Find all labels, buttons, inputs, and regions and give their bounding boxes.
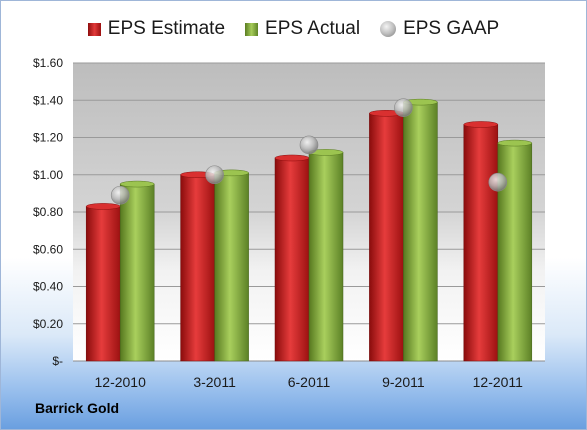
legend-item-actual: EPS Actual [245,18,360,40]
bar-eps-actual [308,152,344,362]
bar-top-eps-actual [497,139,533,147]
y-tick-label: $1.60 [33,56,63,70]
legend-label-estimate: EPS Estimate [107,18,226,39]
y-axis-ticks: $- $0.20 $0.40 $0.60 $0.80 $1.00 $1.20 $1.40 $1.… [33,56,63,368]
legend: EPS Estimate EPS Actual EPS GAAP [1,15,586,43]
bar-eps-actual [403,101,438,362]
bar-eps-estimate [180,174,215,362]
legend-swatch-estimate [87,22,101,36]
bar-eps-actual [119,183,155,362]
y-tick-label: $0.40 [33,280,63,294]
y-tick-label: $0.20 [33,317,63,331]
marker-eps-gaap [299,135,319,155]
x-tick-label: 6-2011 [288,374,331,390]
y-tick-label: $1.20 [33,131,63,145]
legend-item-estimate: EPS Estimate [87,18,226,40]
bar-eps-actual [214,172,249,362]
bar-top-eps-actual [119,180,155,188]
marker-eps-gaap [110,185,130,205]
gaap-markers [110,98,508,205]
y-tick-label: $- [52,354,63,368]
y-tick-label: $0.60 [33,242,63,256]
y-tick-label: $1.40 [33,93,63,107]
x-tick-label: 3-2011 [193,374,236,390]
marker-eps-gaap [394,98,413,117]
legend-swatch-gaap [380,21,397,37]
bar-top-eps-estimate [274,154,310,162]
bar-eps-estimate [463,124,499,362]
x-axis-ticks: 12-2010 3-2011 6-2011 9-2011 12-2011 [95,374,524,390]
bar-eps-estimate [369,113,404,362]
legend-swatch-actual [245,22,259,36]
bar-top-eps-estimate [85,203,121,210]
marker-eps-gaap [488,172,508,192]
y-tick-label: $1.00 [33,168,63,182]
y-tick-label: $0.80 [33,205,63,219]
company-name: Barrick Gold [35,400,120,416]
bars [85,98,533,362]
x-tick-label: 9-2011 [382,374,425,390]
bar-top-eps-estimate [463,121,499,128]
legend-label-actual: EPS Actual [265,18,361,39]
legend-item-gaap: EPS GAAP [380,18,499,40]
bar-eps-estimate [274,157,310,362]
x-tick-label: 12-2011 [473,374,524,390]
x-tick-label: 12-2010 [95,374,147,390]
marker-eps-gaap [205,165,224,185]
legend-label-gaap: EPS GAAP [403,18,500,39]
bar-eps-estimate [85,206,121,362]
